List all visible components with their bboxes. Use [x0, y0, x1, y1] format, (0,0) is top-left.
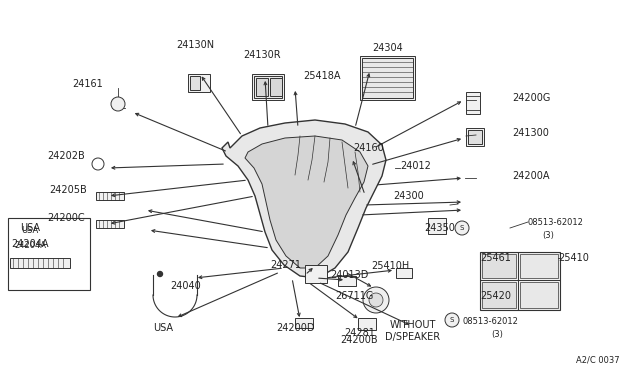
Text: S: S [450, 317, 454, 323]
Bar [252, 74, 284, 100]
Text: USA: USA [153, 323, 173, 333]
Bar [358, 318, 376, 330]
Bar [360, 56, 415, 100]
Bar [520, 254, 558, 278]
Polygon shape [222, 120, 386, 278]
Bar [466, 128, 484, 146]
Text: 24300: 24300 [393, 191, 424, 201]
Text: 241300: 241300 [512, 128, 549, 138]
Text: 25461: 25461 [481, 253, 511, 263]
Text: 24281: 24281 [344, 328, 376, 338]
Text: 08513-62012: 08513-62012 [462, 317, 518, 327]
Text: 25410: 25410 [558, 253, 589, 263]
Bar [338, 276, 356, 286]
Text: USA: USA [21, 225, 38, 234]
Text: 24200C: 24200C [47, 213, 85, 223]
Text: 25410H: 25410H [371, 261, 409, 271]
Polygon shape [245, 136, 368, 268]
Bar [10, 258, 70, 268]
Bar [8, 218, 90, 290]
Bar [362, 58, 413, 98]
Text: (3): (3) [491, 330, 503, 339]
Text: 24160: 24160 [353, 143, 384, 153]
Text: 24130R: 24130R [243, 50, 281, 60]
Text: 24200A: 24200A [512, 171, 550, 181]
Circle shape [369, 293, 383, 307]
Text: 24202B: 24202B [47, 151, 85, 161]
Bar [428, 218, 446, 234]
Circle shape [111, 97, 125, 111]
Text: (3): (3) [542, 231, 554, 240]
Text: 24271: 24271 [271, 260, 301, 270]
Circle shape [157, 272, 163, 276]
Bar [305, 265, 327, 283]
Bar [482, 282, 516, 308]
Bar [96, 192, 124, 200]
Bar [482, 254, 516, 278]
Text: 24013D: 24013D [330, 270, 368, 280]
Text: 25420: 25420 [481, 291, 511, 301]
Text: 24204A: 24204A [14, 241, 46, 250]
Bar [468, 130, 482, 144]
Bar [466, 92, 480, 114]
Text: 24204A: 24204A [12, 239, 49, 249]
Bar [270, 78, 282, 96]
Bar [256, 78, 268, 96]
Bar [295, 318, 313, 328]
Text: 26711G: 26711G [335, 291, 373, 301]
Bar [480, 252, 560, 310]
Text: 08513-62012: 08513-62012 [528, 218, 584, 227]
Circle shape [445, 313, 459, 327]
Text: 24200B: 24200B [340, 335, 378, 345]
Text: 24350: 24350 [424, 223, 455, 233]
Bar [190, 76, 200, 90]
Text: 24161: 24161 [72, 79, 104, 89]
Bar [254, 76, 282, 98]
Text: 24012: 24012 [400, 161, 431, 171]
Text: 24200D: 24200D [276, 323, 316, 333]
Bar [520, 282, 558, 308]
Text: A2/C 0037: A2/C 0037 [577, 356, 620, 365]
Text: 25418A: 25418A [303, 71, 340, 81]
Bar [188, 74, 210, 92]
Circle shape [363, 287, 389, 313]
Text: USA: USA [20, 223, 40, 233]
Bar [396, 268, 412, 278]
Bar [96, 220, 124, 228]
Text: 24200G: 24200G [512, 93, 550, 103]
Circle shape [455, 221, 469, 235]
Text: S: S [460, 225, 464, 231]
Text: WITHOUT: WITHOUT [390, 320, 436, 330]
Text: 24040: 24040 [171, 281, 202, 291]
Text: 24130N: 24130N [176, 40, 214, 50]
Text: 24304: 24304 [372, 43, 403, 53]
Text: 24205B: 24205B [49, 185, 87, 195]
Text: D/SPEAKER: D/SPEAKER [385, 332, 440, 342]
